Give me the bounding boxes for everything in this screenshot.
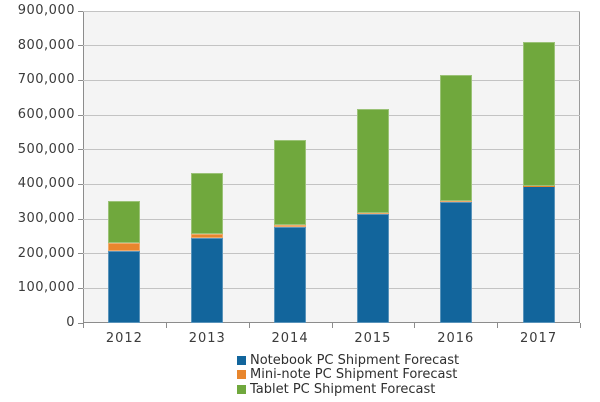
y-axis-tick-mark — [78, 79, 83, 81]
y-axis-tick-mark — [78, 114, 83, 116]
gridline — [83, 183, 580, 185]
y-axis-tick-label: 500,000 — [17, 141, 75, 157]
y-axis-tick-mark — [78, 253, 83, 255]
x-axis-tick-mark — [580, 323, 581, 328]
bar-segment — [356, 109, 389, 214]
y-axis-tick-mark — [78, 287, 83, 289]
x-axis-category-label: 2015 — [354, 331, 392, 346]
gridline — [83, 149, 580, 151]
bar-segment — [522, 186, 555, 323]
legend-item: Mini-note PC Shipment Forecast — [237, 367, 459, 383]
x-axis-category-label: 2017 — [520, 331, 558, 346]
y-axis-tick-mark — [78, 10, 83, 12]
bar-segment — [439, 74, 472, 201]
bar-segment — [274, 226, 307, 323]
y-axis-tick-label: 800,000 — [17, 37, 75, 53]
bar-segment — [108, 250, 141, 323]
x-axis-tick-mark — [165, 323, 167, 328]
gridline — [83, 45, 580, 47]
legend-item-label: Notebook PC Shipment Forecast — [250, 352, 460, 368]
bar-segment — [191, 173, 224, 234]
gridline — [83, 253, 580, 255]
y-axis-tick-label: 0 — [66, 315, 75, 330]
y-axis-tick-label: 100,000 — [17, 280, 75, 296]
legend: Notebook PC Shipment Forecast Mini-note P… — [237, 353, 459, 397]
bar-segment — [191, 238, 224, 323]
y-axis-tick-label: 200,000 — [17, 245, 75, 261]
y-axis-tick-label: 300,000 — [17, 211, 75, 226]
x-axis-tick-mark — [248, 323, 250, 328]
bar-segment — [356, 214, 389, 323]
bar-segment — [108, 242, 141, 251]
y-axis-tick-mark — [78, 45, 83, 47]
y-axis-tick-mark — [78, 218, 83, 220]
gridline — [83, 114, 580, 116]
bar-segment — [439, 201, 472, 323]
legend-item: Notebook PC Shipment Forecast — [237, 353, 459, 368]
x-axis-tick-mark — [497, 323, 499, 328]
legend-item-label: Tablet PC Shipment Forecast — [250, 381, 436, 397]
bar-segment — [356, 213, 389, 215]
bar-segment — [522, 41, 555, 187]
gridline — [83, 287, 580, 289]
y-axis-tick-mark — [78, 183, 83, 185]
x-axis-tick-mark — [83, 323, 84, 328]
gridline — [83, 10, 580, 12]
y-axis-tick-label: 900,000 — [17, 3, 75, 18]
bar-segment — [191, 233, 224, 239]
x-axis-tick-mark — [331, 323, 333, 328]
y-axis-tick-label: 600,000 — [17, 107, 75, 122]
y-axis-tick-mark — [78, 322, 83, 324]
y-axis-tick-label: 700,000 — [17, 72, 75, 88]
gridline — [83, 79, 580, 81]
legend-color-swatch-icon — [237, 370, 246, 380]
y-axis-tick-label: 400,000 — [17, 176, 75, 192]
bar-segment — [274, 139, 307, 225]
plot-area — [83, 11, 580, 323]
bar-segment — [274, 224, 307, 227]
legend-item: Tablet PC Shipment Forecast — [237, 382, 459, 397]
x-axis-category-label: 2016 — [437, 331, 475, 346]
legend-item-label: Mini-note PC Shipment Forecast — [250, 367, 458, 383]
legend-color-swatch-icon — [237, 384, 246, 394]
gridline — [83, 218, 580, 220]
x-axis-category-label: 2012 — [105, 331, 143, 346]
bar-segment — [108, 200, 141, 243]
legend-color-swatch-icon — [237, 355, 246, 365]
x-axis-category-label: 2013 — [188, 331, 226, 346]
y-axis-tick-mark — [78, 149, 83, 151]
x-axis-tick-mark — [414, 323, 416, 328]
x-axis-category-label: 2014 — [271, 331, 309, 346]
bar-segment — [439, 200, 472, 202]
